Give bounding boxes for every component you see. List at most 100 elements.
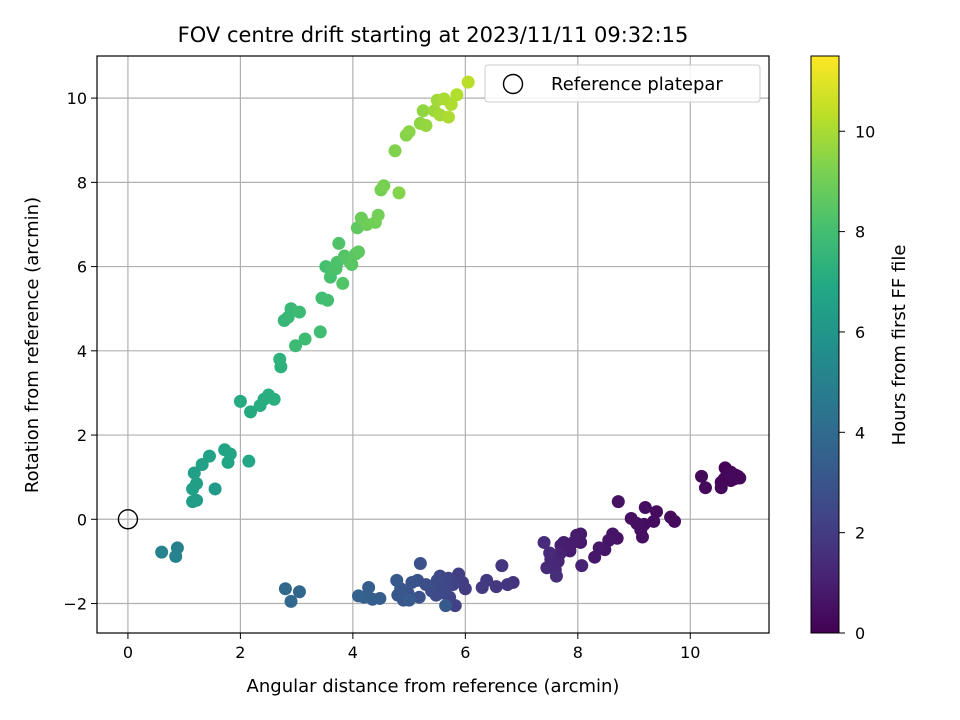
data-point [155, 545, 169, 559]
data-point [273, 352, 287, 366]
data-point [208, 482, 222, 496]
data-point [588, 550, 602, 564]
data-point [321, 293, 335, 307]
data-point [371, 208, 385, 222]
x-tick-label: 10 [680, 643, 700, 662]
data-point [450, 88, 464, 102]
legend-label: Reference platepar [551, 74, 723, 95]
data-point [402, 125, 416, 139]
legend: Reference platepar [484, 64, 761, 103]
x-tick-label: 4 [348, 643, 358, 662]
data-point [169, 549, 183, 563]
data-point [714, 481, 728, 495]
data-point [575, 559, 589, 573]
y-tick-label: −2 [63, 595, 87, 614]
chart-title: FOV centre drift starting at 2023/11/11 … [178, 23, 689, 47]
y-tick-label: 6 [77, 258, 87, 277]
data-point [233, 394, 247, 408]
data-point [664, 510, 678, 524]
colorbar-tick-label: 2 [855, 524, 865, 543]
data-point [441, 110, 455, 124]
data-point [186, 495, 200, 509]
x-tick-label: 6 [460, 643, 470, 662]
data-point [419, 118, 433, 132]
legend-box [484, 64, 761, 103]
y-tick-label: 2 [77, 426, 87, 445]
data-point [242, 454, 256, 468]
data-point [391, 588, 405, 602]
data-point [489, 580, 503, 594]
data-point [284, 594, 298, 608]
colorbar-tick-label: 0 [855, 624, 865, 643]
data-point [336, 276, 350, 290]
data-point [461, 75, 475, 89]
y-tick-label: 0 [77, 510, 87, 529]
data-point [635, 530, 649, 544]
data-point [345, 257, 359, 271]
data-point [695, 469, 709, 483]
plot-area-frame [96, 55, 770, 634]
data-point [405, 575, 419, 589]
x-tick-label: 8 [573, 643, 583, 662]
data-point [186, 482, 200, 496]
data-point [298, 332, 312, 346]
colorbar-tick-label: 4 [855, 423, 865, 442]
data-point [332, 236, 346, 250]
data-point [362, 581, 376, 595]
data-point [413, 557, 427, 571]
data-point [439, 599, 453, 613]
reference-point [117, 509, 139, 530]
data-point [430, 573, 444, 587]
data-point [187, 466, 201, 480]
data-point [313, 325, 327, 339]
x-tick-label: 0 [123, 643, 133, 662]
data-point [195, 458, 209, 472]
data-point [416, 104, 430, 118]
data-point [537, 535, 551, 549]
colorbar-label: Hours from first FF file [889, 245, 910, 446]
x-axis-label: Angular distance from reference (arcmin) [247, 676, 620, 697]
y-axis-ticks: −2 0 2 4 6 8 10 [63, 89, 97, 614]
data-point [495, 559, 509, 573]
legend-marker-icon [502, 73, 524, 95]
data-point [388, 144, 402, 158]
data-point [723, 466, 737, 480]
x-tick-label: 2 [235, 643, 245, 662]
data-point [475, 581, 489, 595]
data-point [543, 546, 557, 560]
data-point [289, 339, 303, 353]
colorbar-ticks: 0 2 4 6 8 10 [839, 122, 875, 643]
data-point [611, 495, 625, 509]
data-point [412, 590, 426, 604]
data-point [244, 405, 258, 419]
data-point [549, 569, 563, 583]
data-point [392, 186, 406, 200]
data-point [540, 561, 554, 575]
data-points [155, 75, 747, 613]
data-point [624, 511, 638, 525]
data-point [377, 179, 391, 193]
reference-platepar-marker [117, 509, 139, 530]
data-point [351, 245, 365, 259]
data-point [202, 449, 216, 463]
data-point [278, 582, 292, 596]
data-point [292, 305, 306, 319]
data-point [267, 392, 281, 406]
data-point [351, 589, 365, 603]
y-axis-label: Rotation from reference (arcmin) [22, 197, 43, 493]
data-point [444, 97, 458, 111]
y-tick-label: 10 [67, 89, 87, 108]
colorbar-tick-label: 10 [855, 122, 875, 141]
data-point [733, 471, 747, 485]
grid [97, 56, 769, 633]
data-point [698, 481, 712, 495]
data-point [292, 585, 306, 599]
data-point [638, 500, 652, 514]
data-point [501, 578, 515, 592]
colorbar-tick-label: 6 [855, 323, 865, 342]
x-axis-ticks: 0 2 4 6 8 10 [123, 633, 700, 662]
colorbar: 0 2 4 6 8 10 Hours from first FF file [810, 55, 910, 643]
data-point [221, 455, 235, 469]
y-tick-label: 4 [77, 342, 87, 361]
